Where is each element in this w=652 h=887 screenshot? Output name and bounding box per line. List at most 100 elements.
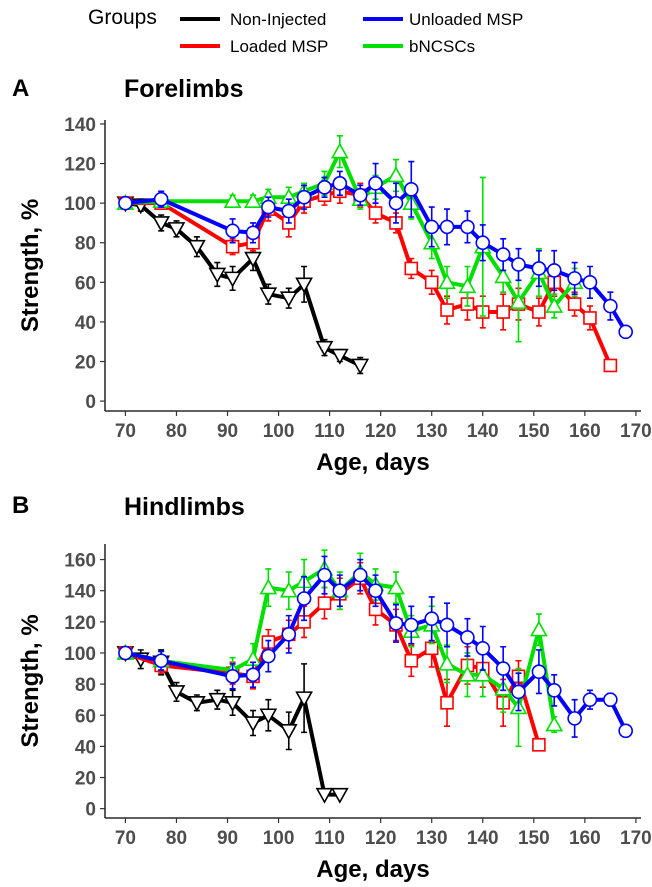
data-point-noninj <box>188 239 206 256</box>
x-tick-label: 120 <box>365 828 397 849</box>
series-line-bncsc <box>125 149 577 309</box>
y-tick-label: 0 <box>85 392 96 413</box>
data-point-loaded <box>424 275 439 290</box>
data-point-unloaded <box>495 247 511 262</box>
data-point-noninj <box>330 787 349 804</box>
x-tick-label: 80 <box>166 828 187 849</box>
legend-label-noninj: Non-Injected <box>230 10 326 29</box>
x-tick-label: 130 <box>416 828 448 849</box>
data-point-noninj <box>152 216 171 233</box>
data-point-unloaded <box>245 225 261 241</box>
data-point-unloaded <box>424 219 440 235</box>
y-tick-label: 60 <box>75 706 96 727</box>
data-point-unloaded <box>352 187 368 203</box>
data-point-unloaded <box>618 324 633 340</box>
data-point-noninj <box>295 691 313 708</box>
data-point-bncsc <box>509 292 528 309</box>
data-point-unloaded <box>546 263 562 278</box>
series-unloaded <box>118 555 633 739</box>
x-tick-label: 70 <box>115 828 136 849</box>
data-point-unloaded <box>531 261 547 276</box>
data-point-noninj <box>223 271 242 288</box>
legend-label-bncsc: bNCSCs <box>409 37 475 56</box>
data-point-unloaded <box>403 617 419 633</box>
data-point-loaded <box>532 305 546 319</box>
legend-label-loaded: Loaded MSP <box>230 37 328 56</box>
y-tick-label: 140 <box>64 582 96 603</box>
y-tick-label: 40 <box>75 737 96 758</box>
data-point-unloaded <box>225 223 240 239</box>
data-point-unloaded <box>332 176 348 191</box>
x-tick-label: 150 <box>518 421 550 442</box>
data-point-loaded <box>583 311 597 325</box>
y-axis-label: Strength, % <box>17 614 44 747</box>
data-point-bncsc <box>530 620 548 637</box>
data-point-unloaded <box>296 189 312 205</box>
data-point-unloaded <box>567 711 582 726</box>
x-tick-label: 100 <box>263 421 295 442</box>
legend: Groups Non-Injected Unloaded MSP Loaded MS… <box>88 6 523 56</box>
x-tick-label: 90 <box>217 828 238 849</box>
data-point-bncsc <box>259 578 278 595</box>
data-point-unloaded <box>296 591 312 606</box>
data-point-unloaded <box>475 641 491 656</box>
data-point-noninj <box>315 340 334 357</box>
x-tick-label: 170 <box>620 828 652 849</box>
data-point-unloaded <box>261 648 276 664</box>
data-point-noninj <box>259 708 278 725</box>
data-point-unloaded <box>603 692 618 707</box>
y-tick-label: 80 <box>75 234 96 255</box>
data-point-noninj <box>244 251 262 268</box>
data-point-unloaded <box>281 203 297 219</box>
x-tick-label: 80 <box>166 421 187 442</box>
data-point-bncsc <box>545 715 564 732</box>
data-point-unloaded <box>495 661 511 676</box>
data-point-unloaded <box>567 271 582 286</box>
data-point-noninj <box>223 695 242 712</box>
legend-title: Groups <box>88 6 157 29</box>
data-point-unloaded <box>317 567 332 583</box>
data-point-loaded <box>567 297 582 311</box>
series-unloaded <box>118 160 633 340</box>
x-tick-label: 120 <box>365 421 397 442</box>
y-tick-label: 40 <box>75 313 96 334</box>
data-point-loaded <box>368 206 383 220</box>
data-point-bncsc <box>387 166 405 183</box>
y-tick-label: 120 <box>64 155 96 176</box>
data-point-unloaded <box>511 257 526 272</box>
data-point-bncsc <box>545 296 564 313</box>
data-point-unloaded <box>388 195 404 211</box>
x-tick-label: 130 <box>416 421 448 442</box>
data-point-loaded <box>404 653 419 668</box>
data-point-unloaded <box>368 176 383 191</box>
x-tick-label: 170 <box>620 421 652 442</box>
data-point-loaded <box>532 738 546 752</box>
y-tick-label: 20 <box>75 769 96 790</box>
data-point-unloaded <box>153 653 169 669</box>
data-point-unloaded <box>603 298 618 314</box>
data-point-bncsc <box>473 665 492 682</box>
data-point-noninj <box>188 695 206 712</box>
panel-forelimbs: A Forelimbs 0 20 40 60 80 100 120 140 70 80 90 100 1… <box>12 75 652 476</box>
data-point-unloaded <box>261 199 276 215</box>
data-point-bncsc <box>244 192 262 208</box>
x-tick-label: 140 <box>467 828 499 849</box>
data-point-noninj <box>315 787 334 804</box>
x-tick-label: 160 <box>569 421 601 442</box>
data-point-bncsc <box>438 273 456 290</box>
y-tick-label: 60 <box>75 273 96 294</box>
data-point-unloaded <box>460 219 475 235</box>
data-point-noninj <box>330 348 349 365</box>
panel-title-forelimbs: Forelimbs <box>124 75 243 103</box>
panel-letter-a: A <box>12 75 29 102</box>
x-tick-label: 100 <box>263 828 295 849</box>
data-point-loaded <box>603 358 618 373</box>
data-point-unloaded <box>403 181 419 197</box>
y-tick-label: 120 <box>64 613 96 634</box>
data-point-unloaded <box>582 692 598 707</box>
series-loaded <box>118 561 546 752</box>
y-tick-label: 100 <box>64 194 96 215</box>
data-point-loaded <box>440 695 454 710</box>
data-point-unloaded <box>245 667 261 683</box>
